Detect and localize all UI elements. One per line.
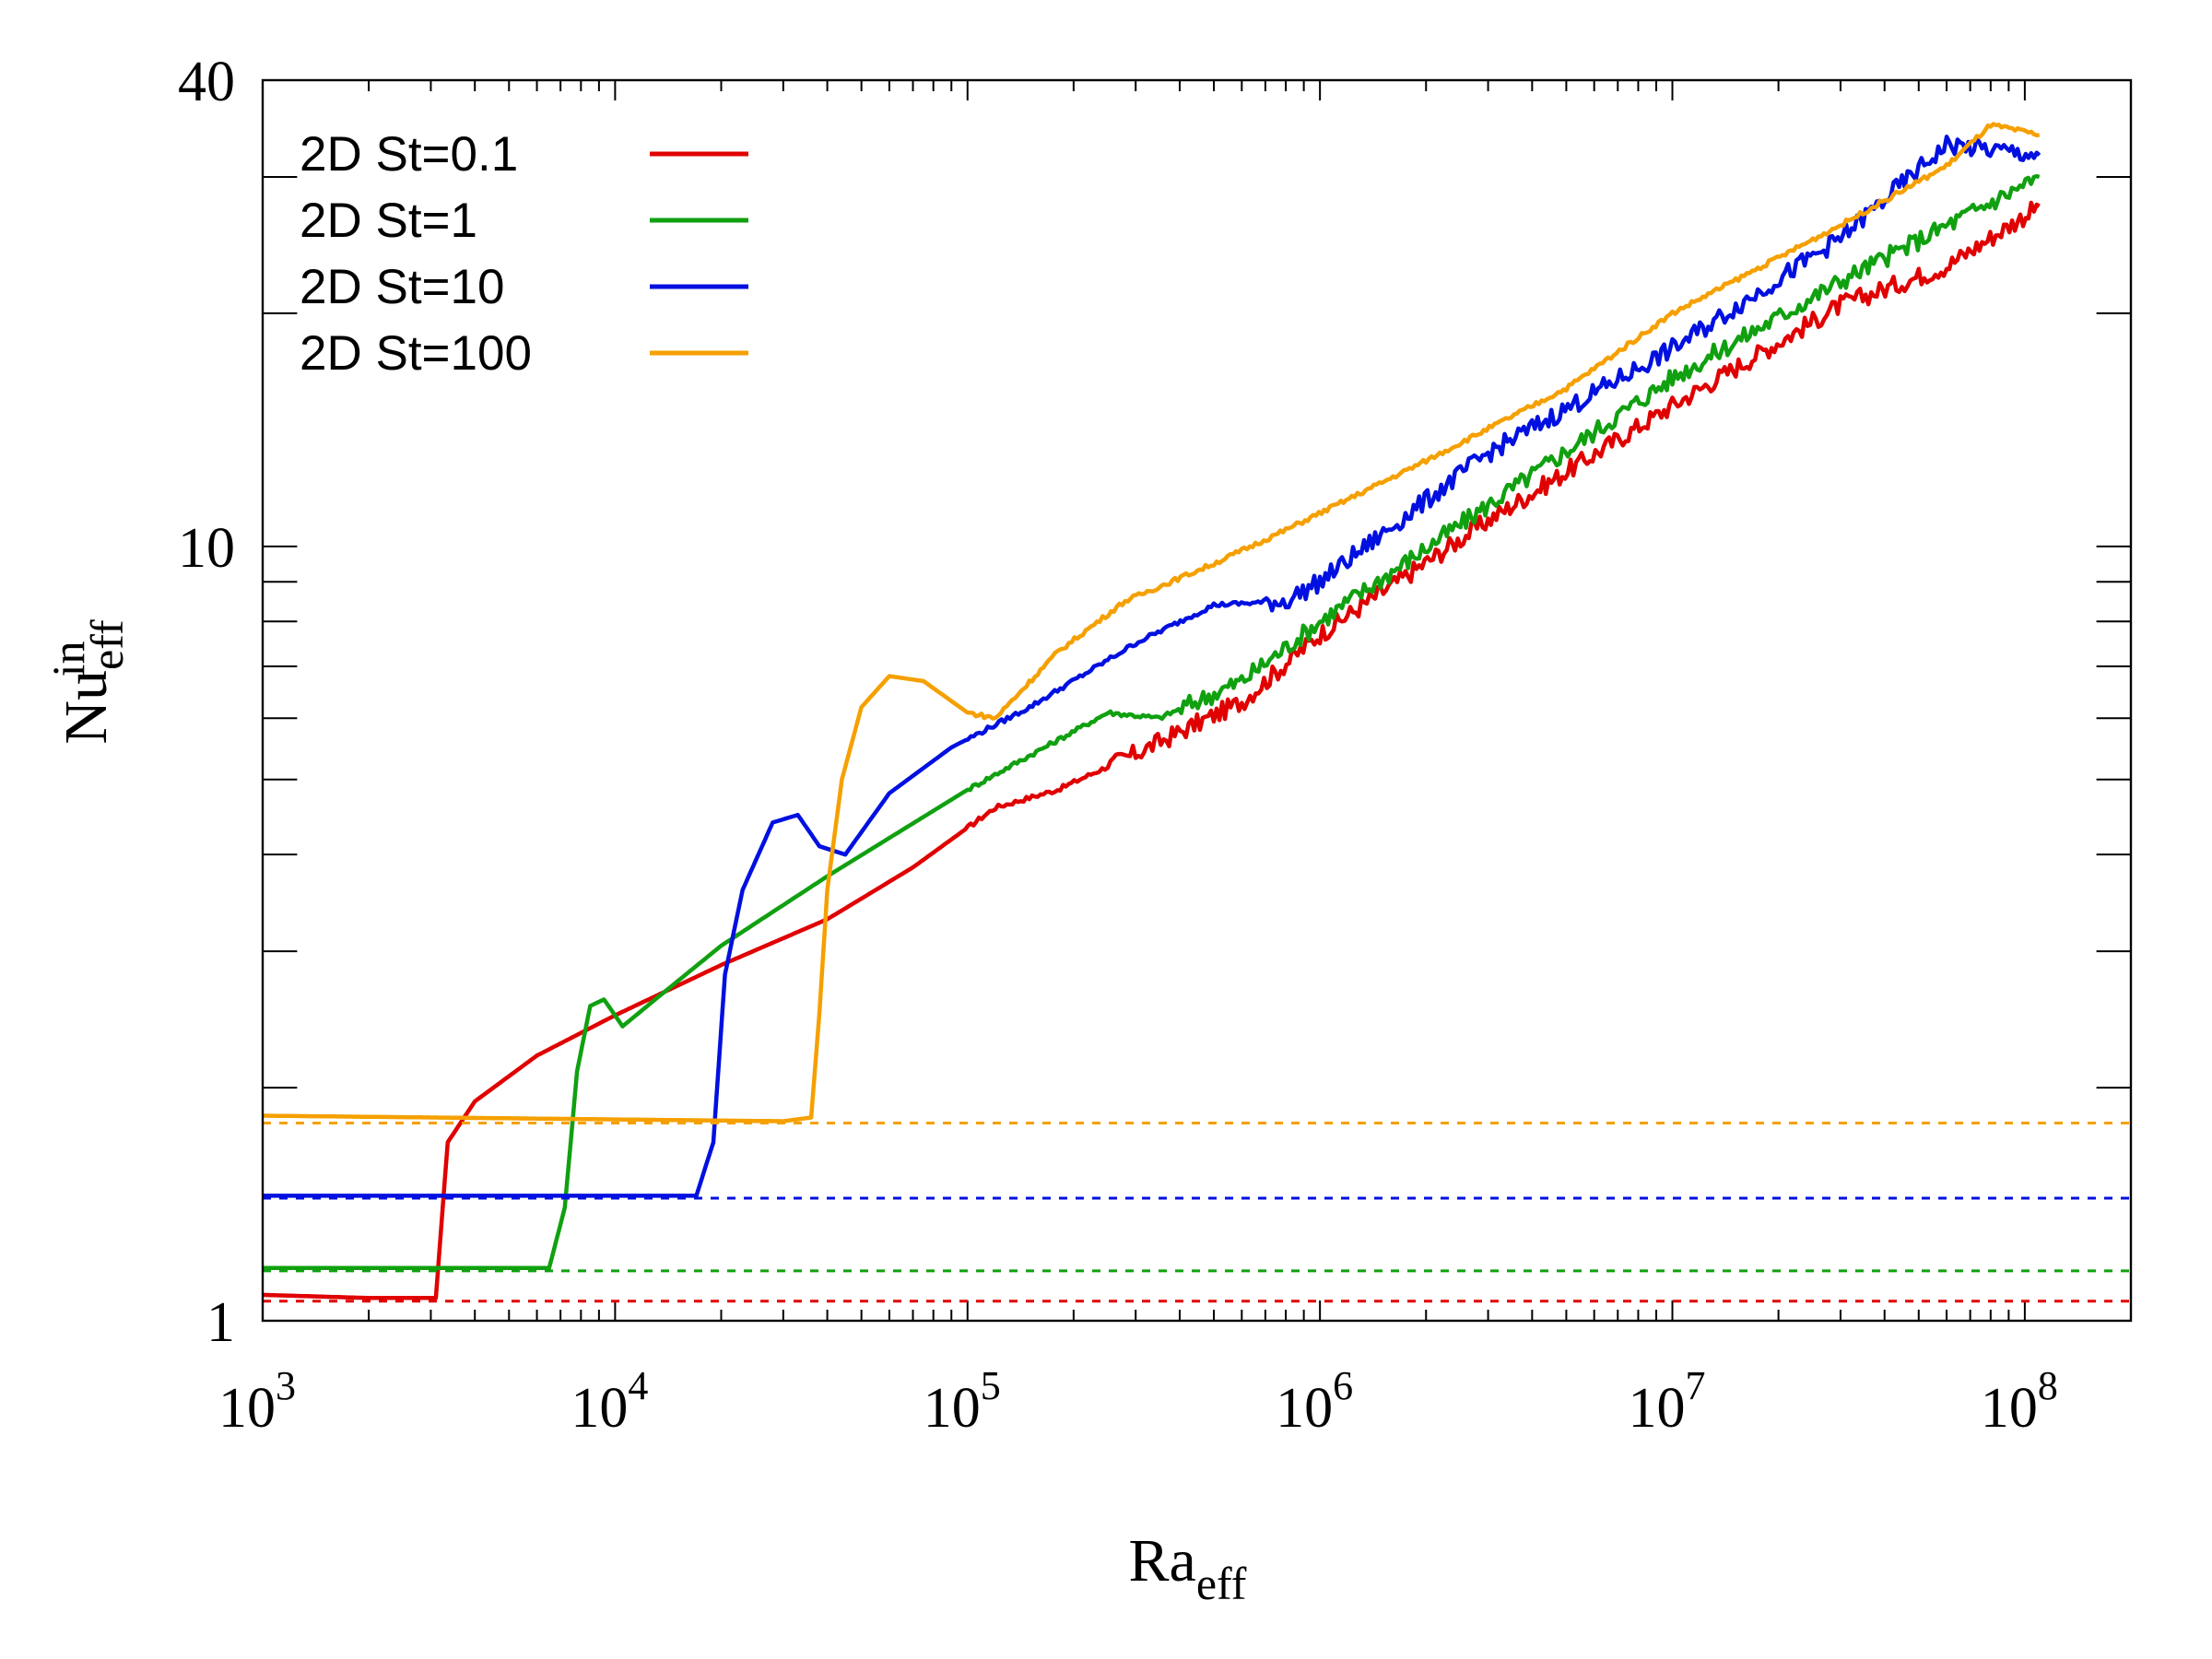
y-axis-title-main: Nu (53, 670, 120, 745)
legend-label-2d-st-1: 2D St=1 (300, 194, 477, 248)
y-tick-label: 10 (178, 517, 235, 580)
x-tick-label-base: 10 (218, 1377, 276, 1440)
y-tick-label: 40 (178, 51, 235, 113)
x-tick-label: 105 (924, 1363, 1001, 1440)
series-line-2d-st-1 (263, 173, 2041, 1270)
x-tick-label-base: 10 (571, 1377, 628, 1440)
x-tick-label-exp: 7 (1686, 1363, 1706, 1408)
x-axis-title-main: Ra (1129, 1527, 1196, 1594)
x-tick-label: 104 (571, 1363, 648, 1440)
x-tick-label: 108 (1981, 1363, 2058, 1440)
x-tick-label-exp: 5 (981, 1363, 1001, 1408)
x-tick-label-base: 10 (924, 1377, 981, 1440)
plot-frame (261, 78, 2133, 1323)
legend-label-2d-st-100: 2D St=100 (300, 326, 532, 381)
y-axis-title-sup: in (42, 641, 94, 677)
x-tick-label-exp: 3 (276, 1363, 296, 1408)
legend-label-2d-st-10: 2D St=10 (300, 260, 504, 314)
x-tick-label-exp: 8 (2038, 1363, 2058, 1408)
series-line-2d-st-0-1 (262, 200, 2041, 1300)
legend: 2D St=0.1 2D St=1 2D St=10 2D St=100 (300, 127, 748, 381)
x-tick-label-exp: 6 (1333, 1363, 1353, 1408)
series-lines (262, 122, 2131, 1303)
y-axis-title-sub: eff (81, 619, 133, 670)
x-tick-label: 106 (1276, 1363, 1353, 1440)
x-tick-label-base: 10 (1276, 1377, 1333, 1440)
series-line-2d-st-100 (263, 122, 2041, 1124)
x-axis-title-sub: eff (1196, 1558, 1247, 1609)
y-tick-label: 1 (206, 1291, 235, 1354)
x-tick-label: 103 (218, 1363, 296, 1440)
y-axis-title: Nueffin (42, 619, 133, 745)
x-tick-label-base: 10 (1981, 1377, 2038, 1440)
x-tick-label: 107 (1629, 1363, 1706, 1440)
axis-ticks (262, 79, 2132, 1322)
x-tick-label-exp: 4 (628, 1363, 648, 1408)
x-tick-label-base: 10 (1629, 1377, 1686, 1440)
x-axis-title: Raeff (1129, 1527, 1247, 1609)
series-line-2d-st-10 (263, 135, 2041, 1198)
legend-label-2d-st-0-1: 2D St=0.1 (300, 127, 518, 182)
